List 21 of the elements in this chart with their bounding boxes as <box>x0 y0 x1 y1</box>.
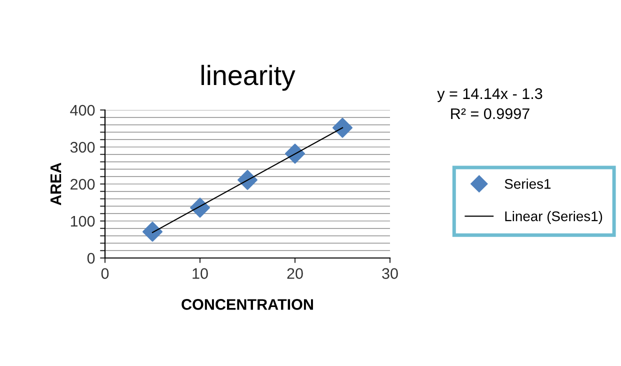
x-axis-title: CONCENTRATION <box>182 299 313 310</box>
y-tick-label: 0 <box>87 252 95 264</box>
y-tick-label: 400 <box>70 104 95 116</box>
x-tick-label: 20 <box>287 268 303 279</box>
point <box>190 198 210 218</box>
y-axis-title: AREA <box>50 162 62 206</box>
legend-label: Series1 <box>504 178 551 189</box>
point <box>142 222 163 242</box>
point <box>332 118 353 138</box>
x-tick-label: 30 <box>382 268 398 279</box>
y-tick-label: 200 <box>70 178 95 190</box>
legend-label: Linear (Series1) <box>505 211 602 224</box>
chart-title: linearity <box>202 64 296 91</box>
point <box>284 144 306 164</box>
y-tick-label: 100 <box>70 216 95 227</box>
point <box>237 170 258 190</box>
text: y = 14.14x - 1.3 <box>437 88 542 102</box>
y-tick-label: 300 <box>70 142 95 153</box>
text: R² = 0.9997 <box>451 108 530 120</box>
x-tick-label: 10 <box>192 268 208 279</box>
x-tick-label: 0 <box>101 268 109 279</box>
